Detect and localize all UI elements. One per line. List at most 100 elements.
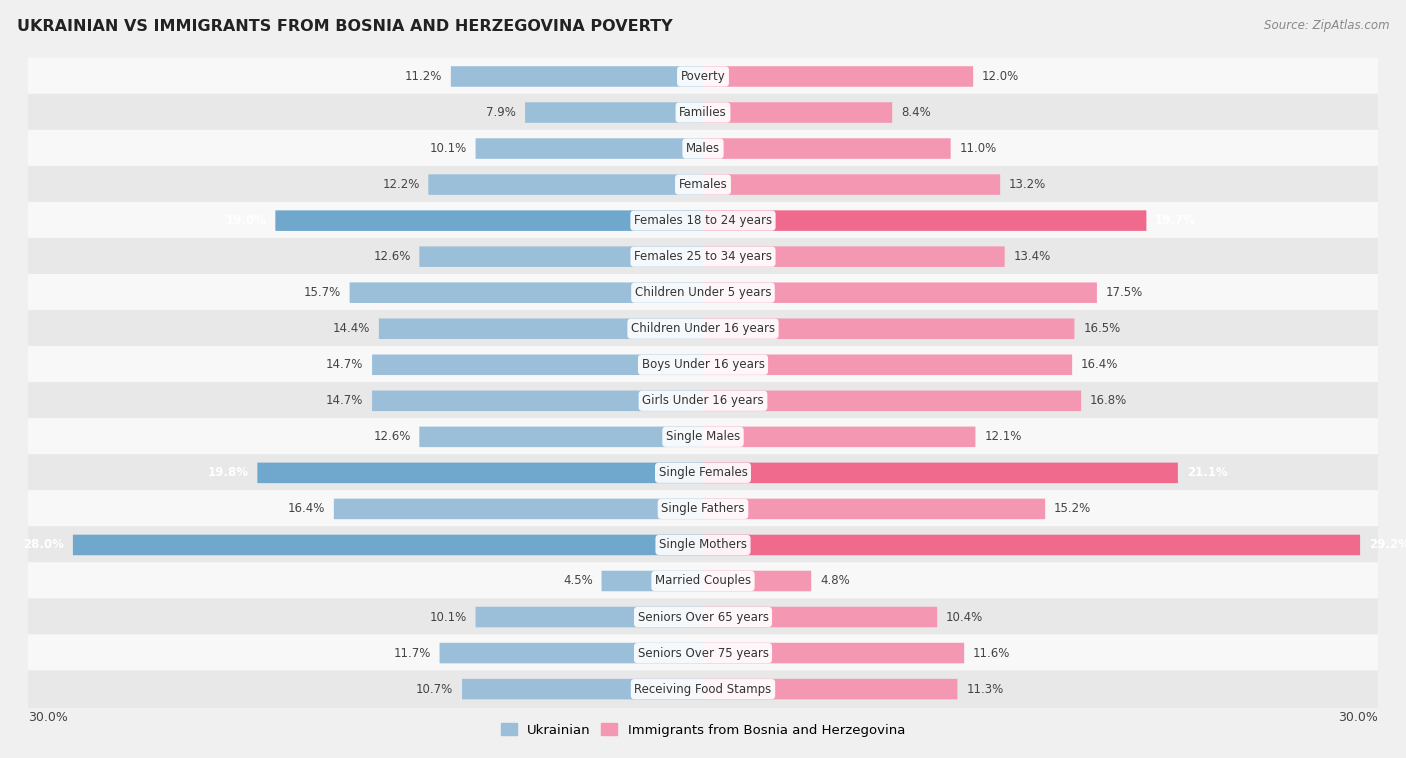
FancyBboxPatch shape (703, 679, 957, 700)
Text: 16.4%: 16.4% (288, 503, 325, 515)
FancyBboxPatch shape (703, 606, 938, 628)
FancyBboxPatch shape (703, 499, 1045, 519)
FancyBboxPatch shape (28, 634, 1378, 672)
Text: 19.7%: 19.7% (1156, 214, 1197, 227)
FancyBboxPatch shape (703, 211, 1146, 231)
FancyBboxPatch shape (28, 490, 1378, 528)
FancyBboxPatch shape (28, 130, 1378, 168)
FancyBboxPatch shape (28, 598, 1378, 636)
Text: 15.7%: 15.7% (304, 287, 340, 299)
Text: 11.3%: 11.3% (966, 683, 1004, 696)
Legend: Ukrainian, Immigrants from Bosnia and Herzegovina: Ukrainian, Immigrants from Bosnia and He… (495, 719, 911, 742)
FancyBboxPatch shape (28, 166, 1378, 203)
Text: UKRAINIAN VS IMMIGRANTS FROM BOSNIA AND HERZEGOVINA POVERTY: UKRAINIAN VS IMMIGRANTS FROM BOSNIA AND … (17, 19, 672, 34)
Text: 11.2%: 11.2% (405, 70, 441, 83)
FancyBboxPatch shape (28, 454, 1378, 492)
Text: Seniors Over 75 years: Seniors Over 75 years (637, 647, 769, 659)
FancyBboxPatch shape (703, 427, 976, 447)
Text: Females: Females (679, 178, 727, 191)
FancyBboxPatch shape (703, 66, 973, 86)
FancyBboxPatch shape (73, 534, 703, 555)
Text: 14.7%: 14.7% (326, 394, 363, 407)
Text: 16.4%: 16.4% (1081, 359, 1118, 371)
FancyBboxPatch shape (28, 202, 1378, 240)
FancyBboxPatch shape (475, 606, 703, 628)
Text: 12.6%: 12.6% (373, 250, 411, 263)
FancyBboxPatch shape (524, 102, 703, 123)
Text: 4.5%: 4.5% (562, 575, 593, 587)
Text: 10.7%: 10.7% (416, 683, 453, 696)
FancyBboxPatch shape (28, 310, 1378, 347)
Text: Receiving Food Stamps: Receiving Food Stamps (634, 683, 772, 696)
Text: 10.1%: 10.1% (430, 610, 467, 624)
Text: 29.2%: 29.2% (1369, 538, 1406, 552)
Text: 14.7%: 14.7% (326, 359, 363, 371)
FancyBboxPatch shape (429, 174, 703, 195)
Text: 14.4%: 14.4% (333, 322, 370, 335)
FancyBboxPatch shape (257, 462, 703, 483)
FancyBboxPatch shape (28, 562, 1378, 600)
Text: Boys Under 16 years: Boys Under 16 years (641, 359, 765, 371)
FancyBboxPatch shape (373, 390, 703, 411)
Text: Married Couples: Married Couples (655, 575, 751, 587)
FancyBboxPatch shape (373, 355, 703, 375)
Text: Males: Males (686, 142, 720, 155)
FancyBboxPatch shape (703, 643, 965, 663)
FancyBboxPatch shape (28, 526, 1378, 564)
FancyBboxPatch shape (28, 274, 1378, 312)
Text: Single Males: Single Males (666, 431, 740, 443)
Text: Single Fathers: Single Fathers (661, 503, 745, 515)
Text: 16.5%: 16.5% (1083, 322, 1121, 335)
Text: 17.5%: 17.5% (1105, 287, 1143, 299)
Text: Single Females: Single Females (658, 466, 748, 479)
FancyBboxPatch shape (419, 427, 703, 447)
FancyBboxPatch shape (28, 382, 1378, 419)
FancyBboxPatch shape (463, 679, 703, 700)
FancyBboxPatch shape (28, 418, 1378, 456)
FancyBboxPatch shape (378, 318, 703, 339)
FancyBboxPatch shape (28, 238, 1378, 275)
Text: Source: ZipAtlas.com: Source: ZipAtlas.com (1264, 19, 1389, 32)
Text: 4.8%: 4.8% (820, 575, 849, 587)
Text: 28.0%: 28.0% (24, 538, 65, 552)
Text: 12.6%: 12.6% (373, 431, 411, 443)
Text: Families: Families (679, 106, 727, 119)
FancyBboxPatch shape (703, 534, 1360, 555)
Text: 10.1%: 10.1% (430, 142, 467, 155)
FancyBboxPatch shape (28, 58, 1378, 96)
FancyBboxPatch shape (440, 643, 703, 663)
FancyBboxPatch shape (703, 462, 1178, 483)
Text: Females 18 to 24 years: Females 18 to 24 years (634, 214, 772, 227)
FancyBboxPatch shape (703, 102, 893, 123)
Text: 16.8%: 16.8% (1090, 394, 1128, 407)
FancyBboxPatch shape (419, 246, 703, 267)
FancyBboxPatch shape (333, 499, 703, 519)
FancyBboxPatch shape (703, 390, 1081, 411)
FancyBboxPatch shape (703, 318, 1074, 339)
Text: 30.0%: 30.0% (28, 711, 67, 724)
Text: Single Mothers: Single Mothers (659, 538, 747, 552)
Text: 11.6%: 11.6% (973, 647, 1011, 659)
FancyBboxPatch shape (276, 211, 703, 231)
FancyBboxPatch shape (451, 66, 703, 86)
Text: Seniors Over 65 years: Seniors Over 65 years (637, 610, 769, 624)
Text: Children Under 16 years: Children Under 16 years (631, 322, 775, 335)
Text: 11.0%: 11.0% (959, 142, 997, 155)
Text: 30.0%: 30.0% (1339, 711, 1378, 724)
Text: 12.2%: 12.2% (382, 178, 419, 191)
FancyBboxPatch shape (28, 346, 1378, 384)
FancyBboxPatch shape (28, 670, 1378, 708)
Text: 19.0%: 19.0% (226, 214, 267, 227)
Text: 21.1%: 21.1% (1187, 466, 1227, 479)
Text: Poverty: Poverty (681, 70, 725, 83)
FancyBboxPatch shape (703, 246, 1005, 267)
FancyBboxPatch shape (703, 355, 1073, 375)
Text: 11.7%: 11.7% (394, 647, 430, 659)
FancyBboxPatch shape (703, 174, 1000, 195)
FancyBboxPatch shape (703, 571, 811, 591)
Text: 8.4%: 8.4% (901, 106, 931, 119)
FancyBboxPatch shape (475, 138, 703, 159)
FancyBboxPatch shape (703, 138, 950, 159)
Text: 15.2%: 15.2% (1054, 503, 1091, 515)
Text: Females 25 to 34 years: Females 25 to 34 years (634, 250, 772, 263)
